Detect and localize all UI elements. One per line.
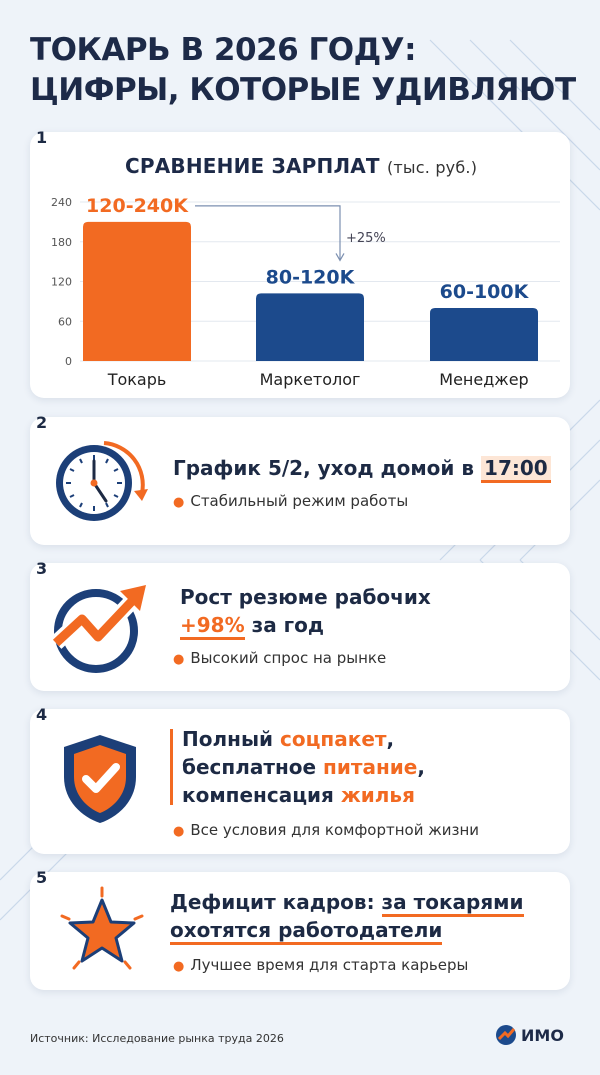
logo: ИМО xyxy=(495,1024,564,1046)
card-number: 1 xyxy=(36,128,48,147)
benefits-bullet: ● Все условия для комфортной жизни xyxy=(173,821,479,839)
bullet-text: Стабильный режим работы xyxy=(190,492,409,510)
bar xyxy=(256,293,364,361)
resume-bullet: ● Высокий спрос на рынке xyxy=(173,649,386,667)
chart-unit: (тыс. руб.) xyxy=(386,158,478,177)
card-number: 3 xyxy=(36,559,48,578)
chart-title-text: СРАВНЕНИЕ ЗАРПЛАТ xyxy=(125,154,380,178)
y-tick-label: 240 xyxy=(51,196,72,209)
clock-icon xyxy=(56,441,148,521)
headline-line-1: Рост резюме рабочих xyxy=(180,585,431,609)
y-tick-label: 180 xyxy=(51,236,72,249)
line1-end: , xyxy=(386,727,395,751)
benefits-card: 4 Полный соцпакет, бесплатное питание, к… xyxy=(30,705,570,854)
headline-text: График 5/2, уход домой в xyxy=(173,456,482,480)
x-category-label: Менеджер xyxy=(439,370,528,389)
logo-text: ИМО xyxy=(521,1025,564,1045)
schedule-headline: График 5/2, уход домой в 17:00 xyxy=(173,454,551,483)
source-note: Источник: Исследование рынка труда 2026 xyxy=(30,1032,284,1045)
line3-text: компенсация xyxy=(182,783,341,807)
deficit-bullet: ● Лучшее время для старта карьеры xyxy=(173,956,468,974)
bullet-dot-icon: ● xyxy=(173,959,185,974)
card-number: 4 xyxy=(36,705,48,724)
shield-check-icon xyxy=(64,735,136,823)
deficit-headline: Дефицит кадров: за токарями охотятся раб… xyxy=(170,888,524,945)
salary-bar-chart: 0 60 120 180 240 120-240K Токарь 80-120K Маркето… xyxy=(51,195,560,389)
card-number: 2 xyxy=(36,413,48,432)
bar-data-label: 80-120K xyxy=(266,266,356,288)
deficit-card: 5 Дефицит кадров: за токарями охотятся р… xyxy=(30,868,570,990)
y-tick-label: 120 xyxy=(51,276,72,289)
line1-underlined: за токарями xyxy=(381,890,524,917)
line1-highlight: соцпакет xyxy=(280,727,387,751)
line2-highlight: питание xyxy=(323,755,418,779)
resume-growth-card: 3 Рост резюме рабочих +98% за год ● Высок… xyxy=(30,559,570,691)
y-tick-label: 0 xyxy=(65,355,72,368)
x-category-label: Маркетолог xyxy=(260,370,361,389)
logo-icon xyxy=(496,1025,516,1045)
headline-line-2: за год xyxy=(244,613,325,637)
line1-text: Дефицит кадров: xyxy=(170,890,382,914)
time-highlight: 17:00 xyxy=(481,456,551,483)
line2-underlined: охотятся работодатели xyxy=(170,918,443,945)
bar xyxy=(83,221,191,361)
accent-bar xyxy=(170,729,173,805)
bullet-dot-icon: ● xyxy=(173,824,185,839)
bullet-text: Все условия для комфортной жизни xyxy=(190,821,480,839)
star-icon xyxy=(60,886,144,970)
line2-end: , xyxy=(417,755,425,779)
bar-data-label: 60-100K xyxy=(440,281,530,303)
salary-chart-card: 1 СРАВНЕНИЕ ЗАРПЛАТ (тыс. руб.) 0 60 120 18… xyxy=(30,128,570,398)
annotation-arrow xyxy=(195,205,341,260)
line1-text: Полный xyxy=(182,727,281,751)
bullet-dot-icon: ● xyxy=(173,652,185,667)
schedule-bullet: ● Стабильный режим работы xyxy=(173,492,408,510)
card-number: 5 xyxy=(36,868,48,887)
line2-text: бесплатное xyxy=(182,755,324,779)
bullet-text: Лучшее время для старта карьеры xyxy=(190,956,469,974)
annotation-arrowhead xyxy=(335,253,345,262)
title-line-2: ЦИФРЫ, КОТОРЫЕ УДИВЛЯЮТ xyxy=(30,72,576,108)
growth-arrow-icon xyxy=(50,585,146,673)
x-category-label: Токарь xyxy=(107,370,167,389)
title-line-1: ТОКАРЬ В 2026 ГОДУ: xyxy=(30,32,416,68)
schedule-card: 2 График 5/2, уход домой в 17:00 ● Стабил… xyxy=(30,413,570,545)
benefits-headline: Полный соцпакет, бесплатное питание, ком… xyxy=(182,725,425,809)
chart-title: СРАВНЕНИЕ ЗАРПЛАТ (тыс. руб.) xyxy=(125,154,477,178)
resume-headline: Рост резюме рабочих +98% за год xyxy=(180,583,431,640)
annotation-label: +25% xyxy=(346,231,386,246)
bar xyxy=(430,308,538,361)
bullet-text: Высокий спрос на рынке xyxy=(190,649,387,667)
bar-data-label: 120-240K xyxy=(86,195,189,217)
line3-highlight: жилья xyxy=(340,783,415,807)
y-tick-label: 60 xyxy=(58,315,72,328)
percent-highlight: +98% xyxy=(180,613,245,640)
page-title: ТОКАРЬ В 2026 ГОДУ: ЦИФРЫ, КОТОРЫЕ УДИВЛ… xyxy=(30,30,580,110)
bullet-dot-icon: ● xyxy=(173,495,185,510)
